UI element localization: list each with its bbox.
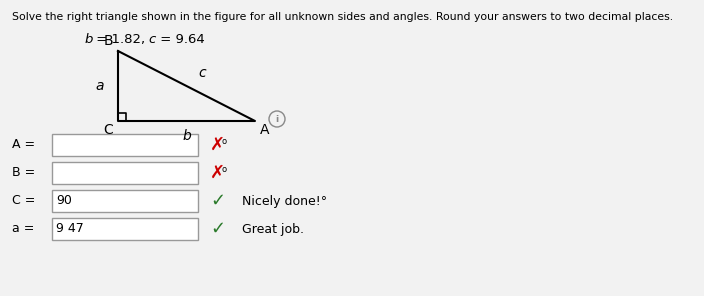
Text: 9 47: 9 47 (56, 223, 84, 236)
Text: c: c (199, 66, 206, 80)
Bar (52, 218, 198, 240)
Text: A =: A = (12, 139, 35, 152)
Bar (52, 190, 198, 212)
Text: i: i (275, 115, 279, 123)
Text: c: c (148, 33, 156, 46)
Text: Great job.: Great job. (242, 223, 304, 236)
Text: b: b (85, 33, 94, 46)
Bar (52, 162, 198, 184)
Text: 90: 90 (56, 194, 72, 207)
Text: C =: C = (12, 194, 35, 207)
Text: ✓: ✓ (210, 192, 225, 210)
Text: B: B (103, 34, 113, 48)
Text: o: o (222, 138, 227, 147)
Text: ✗: ✗ (210, 136, 225, 154)
Text: o: o (222, 165, 227, 175)
Text: B =: B = (12, 166, 35, 179)
Text: Nicely done!°: Nicely done!° (242, 194, 327, 207)
Text: b: b (182, 129, 191, 143)
Text: a: a (96, 79, 104, 93)
Text: ✓: ✓ (210, 220, 225, 238)
Text: Solve the right triangle shown in the figure for all unknown sides and angles. R: Solve the right triangle shown in the fi… (12, 12, 673, 22)
Text: ✗: ✗ (210, 164, 225, 182)
Text: A: A (260, 123, 270, 137)
Text: a =: a = (12, 223, 34, 236)
Text: C: C (103, 123, 113, 137)
Text: = 9.64: = 9.64 (156, 33, 205, 46)
Bar (52, 134, 198, 156)
Text: = 1.82,: = 1.82, (92, 33, 153, 46)
